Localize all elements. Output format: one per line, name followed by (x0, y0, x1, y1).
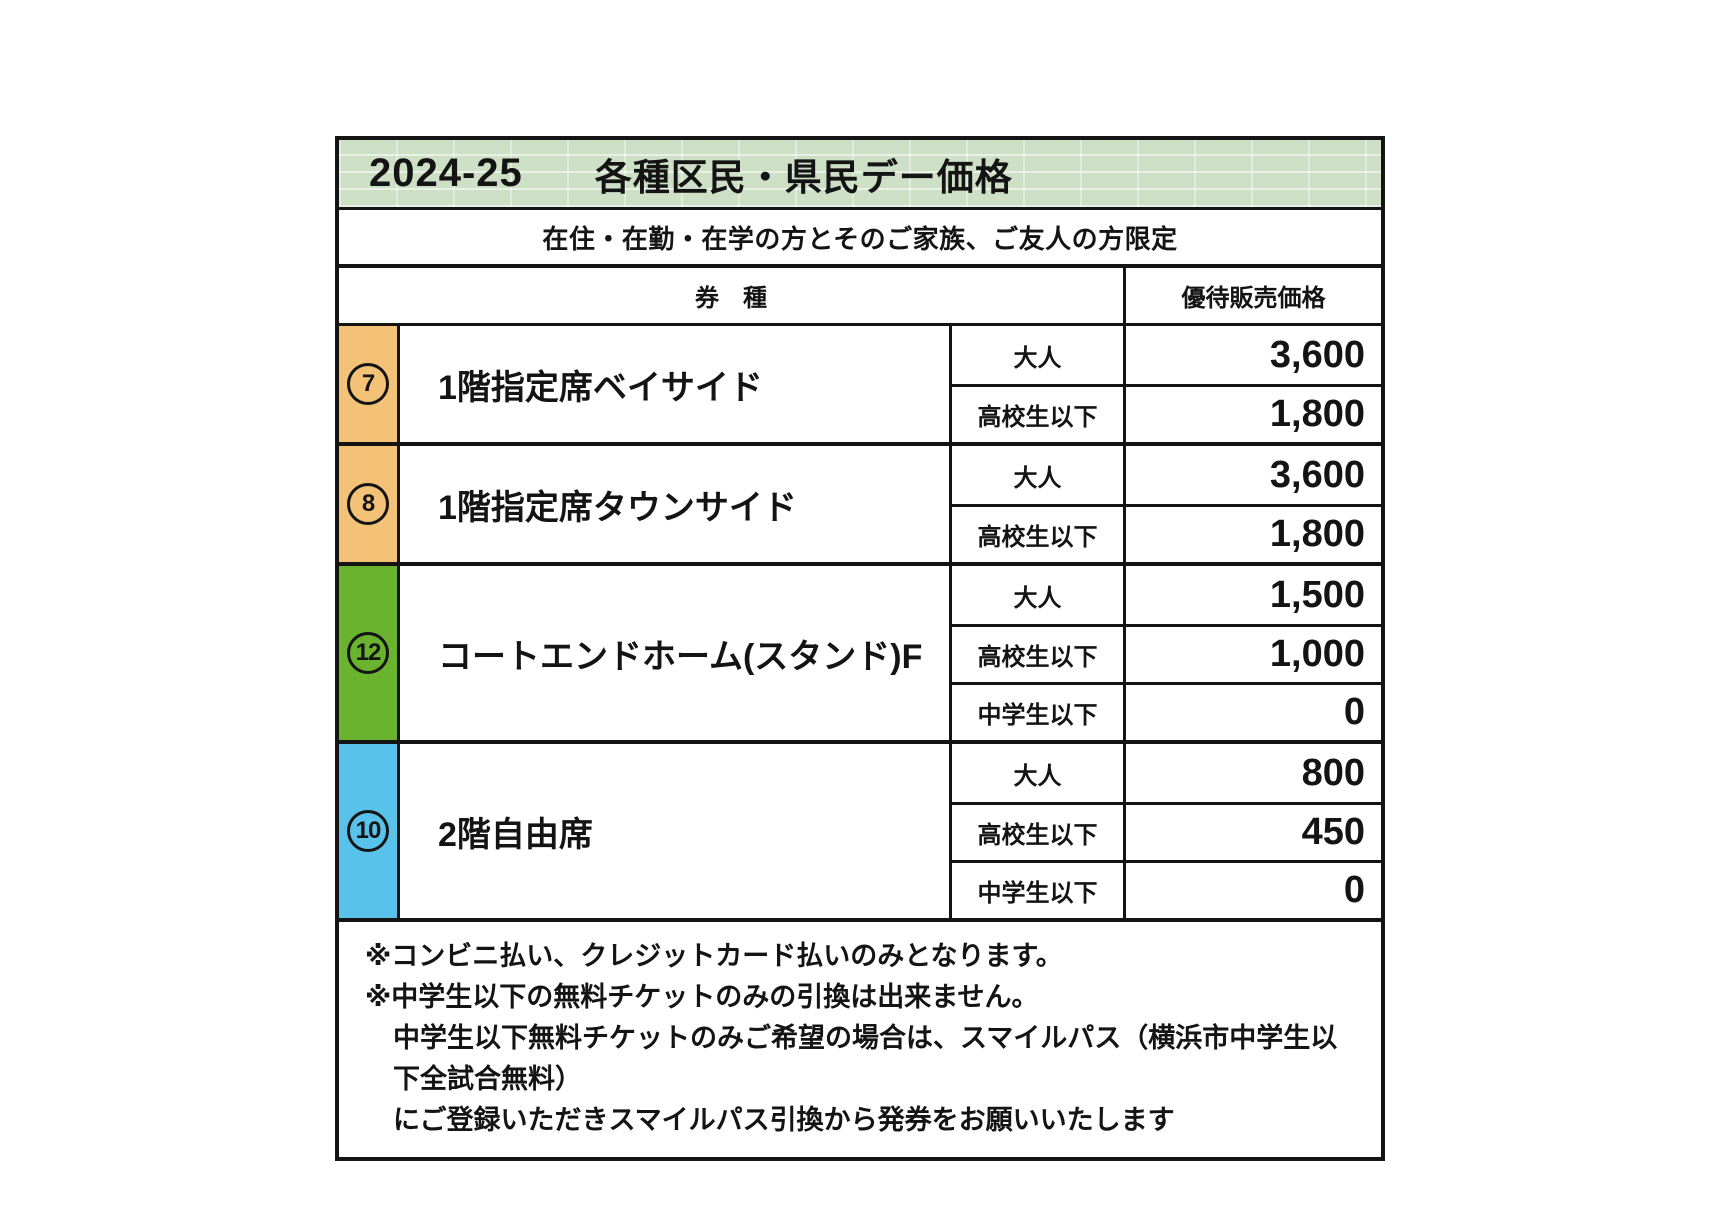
price-value: 1,800 (1123, 384, 1381, 442)
age-label: 大人 (949, 566, 1123, 624)
table-group-7: 7 1階指定席ベイサイド 大人 3,600 高校生以下 1,800 (339, 326, 1381, 442)
note-line: ※コンビニ払い、クレジットカード払いのみとなります。 (365, 941, 1063, 971)
price-value: 3,600 (1123, 326, 1381, 384)
seat-color-bar: 8 (339, 446, 397, 562)
seat-color-bar: 12 (339, 566, 397, 740)
price-value: 450 (1123, 802, 1381, 860)
group-number-badge: 8 (347, 483, 389, 525)
age-label: 高校生以下 (949, 504, 1123, 562)
group-number-badge: 12 (347, 632, 389, 674)
group-number-badge: 10 (347, 810, 389, 852)
seat-color-bar: 10 (339, 744, 397, 918)
age-label: 中学生以下 (949, 682, 1123, 740)
age-label: 大人 (949, 744, 1123, 802)
price-value: 3,600 (1123, 446, 1381, 504)
seat-name: 2階自由席 (397, 744, 949, 918)
age-label: 大人 (949, 446, 1123, 504)
seat-color-bar: 7 (339, 326, 397, 442)
price-value: 1,000 (1123, 624, 1381, 682)
group-number-badge: 7 (347, 363, 389, 405)
age-label: 高校生以下 (949, 384, 1123, 442)
table-title-bar: 2024-25 各種区民・県民デー価格 (339, 140, 1381, 210)
table-group-10: 10 2階自由席 大人 800 高校生以下 450 中学生以下 0 (339, 740, 1381, 918)
note-line: ※中学生以下の無料チケットのみの引換は出来ません。 (365, 982, 1039, 1012)
season-label: 2024-25 (369, 151, 523, 195)
eligibility-subtitle: 在住・在勤・在学の方とそのご家族、ご友人の方限定 (339, 210, 1381, 268)
column-header-row: 券 種 優待販売価格 (339, 268, 1381, 326)
footnotes: ※コンビニ払い、クレジットカード払いのみとなります。 ※中学生以下の無料チケット… (339, 918, 1381, 1157)
price-value: 1,500 (1123, 566, 1381, 624)
page-title: 各種区民・県民デー価格 (594, 156, 1013, 198)
table-group-8: 8 1階指定席タウンサイド 大人 3,600 高校生以下 1,800 (339, 442, 1381, 562)
price-value: 0 (1123, 860, 1381, 918)
col-header-price: 優待販売価格 (1123, 268, 1381, 323)
note-line: 中学生以下無料チケットのみご希望の場合は、スマイルパス（横浜市中学生以下全試合無… (393, 1023, 1338, 1094)
table-group-12: 12 コートエンドホーム(スタンド)F 大人 1,500 高校生以下 1,000… (339, 562, 1381, 740)
price-value: 0 (1123, 682, 1381, 740)
price-value: 1,800 (1123, 504, 1381, 562)
col-header-ticket-type: 券 種 (695, 285, 767, 312)
seat-name: コートエンドホーム(スタンド)F (397, 566, 949, 740)
price-value: 800 (1123, 744, 1381, 802)
age-label: 中学生以下 (949, 860, 1123, 918)
seat-name: 1階指定席タウンサイド (397, 446, 949, 562)
age-label: 高校生以下 (949, 624, 1123, 682)
age-label: 高校生以下 (949, 802, 1123, 860)
seat-name: 1階指定席ベイサイド (397, 326, 949, 442)
note-line: にご登録いただきスマイルパス引換から発券をお願いいたします (393, 1105, 1175, 1135)
age-label: 大人 (949, 326, 1123, 384)
price-table: 2024-25 各種区民・県民デー価格 在住・在勤・在学の方とそのご家族、ご友人… (335, 136, 1385, 1161)
